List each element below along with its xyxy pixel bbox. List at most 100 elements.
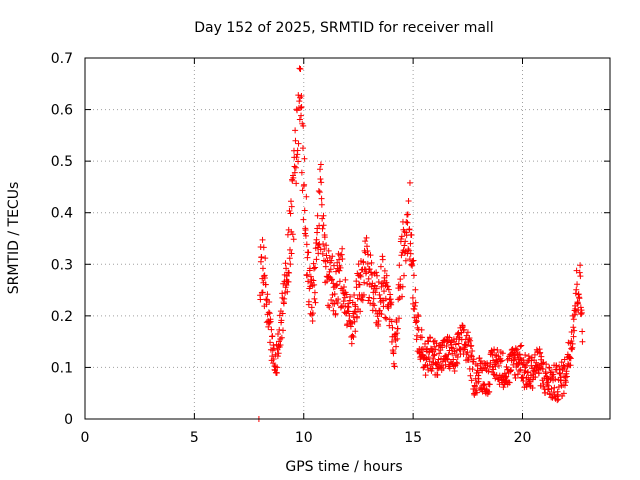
data-point [364,280,371,287]
data-point [269,353,276,360]
data-point [321,234,328,241]
data-point [471,383,478,390]
data-point [368,269,375,276]
data-point [331,291,338,298]
data-point [369,272,376,279]
data-point [345,304,352,311]
data-point [267,318,274,325]
data-point [388,338,395,345]
data-point [573,286,580,293]
data-point [402,238,409,245]
data-point [375,323,382,330]
data-point [270,345,277,352]
data-point [572,290,579,297]
data-point [531,368,538,375]
data-point [511,371,518,378]
data-point [431,351,438,358]
data-point [440,365,447,372]
data-point [492,375,499,382]
data-point [266,319,273,326]
data-point [568,345,575,352]
data-point [467,372,474,379]
data-point [571,311,578,318]
data-point [570,333,577,340]
data-point [543,361,550,368]
y-tick-label: 0.6 [51,103,73,119]
data-point [319,215,326,222]
data-point [301,155,308,162]
data-point [335,296,342,303]
data-point [367,300,374,307]
data-point [317,176,324,183]
data-points [255,65,586,422]
data-point [339,256,346,263]
data-point [340,298,347,305]
data-point [425,366,432,373]
data-point [302,232,309,239]
data-point [506,379,513,386]
data-point [474,389,481,396]
data-point [309,310,316,317]
data-point [453,359,460,366]
data-point [571,327,578,334]
data-point [362,238,369,245]
data-point [579,328,586,335]
data-point [548,385,555,392]
data-point [274,364,281,371]
x-tick-label: 10 [295,430,313,446]
data-point [475,375,482,382]
y-tick-label: 0 [64,412,73,428]
data-point [368,259,375,266]
data-point [289,231,296,238]
data-point [349,332,356,339]
data-point [557,370,564,377]
data-point [558,359,565,366]
data-point [260,244,267,251]
data-point [371,302,378,309]
data-point [341,290,348,297]
data-point [295,158,302,165]
data-point [274,353,281,360]
data-point [469,366,476,373]
data-point [395,296,402,303]
data-point [399,283,406,290]
data-point [366,294,373,301]
data-point [537,349,544,356]
data-point [292,127,299,134]
data-point [576,269,583,276]
data-point [304,271,311,278]
y-tick-label: 0.3 [51,257,73,273]
data-point [273,369,280,376]
data-point [304,254,311,261]
data-point [546,365,553,372]
data-point [464,349,471,356]
data-point [398,233,405,240]
data-point [443,355,450,362]
data-point [570,324,577,331]
data-point [354,295,361,302]
y-tick-label: 0.7 [51,51,73,67]
data-point [265,323,272,330]
data-point [523,362,530,369]
data-point [351,291,358,298]
data-point [400,272,407,279]
data-point [475,369,482,376]
data-point [539,360,546,367]
data-point [300,122,307,129]
data-point [323,278,330,285]
data-point [320,222,327,229]
data-point [352,309,359,316]
data-point [383,315,390,322]
data-point [468,342,475,349]
data-point [453,347,460,354]
data-point [365,275,372,282]
data-point [290,174,297,181]
data-point [347,323,354,330]
data-point [300,216,307,223]
data-point [566,354,573,361]
data-point [461,326,468,333]
data-point [565,360,572,367]
data-point [407,250,414,257]
data-point [552,376,559,383]
data-point [264,291,271,298]
